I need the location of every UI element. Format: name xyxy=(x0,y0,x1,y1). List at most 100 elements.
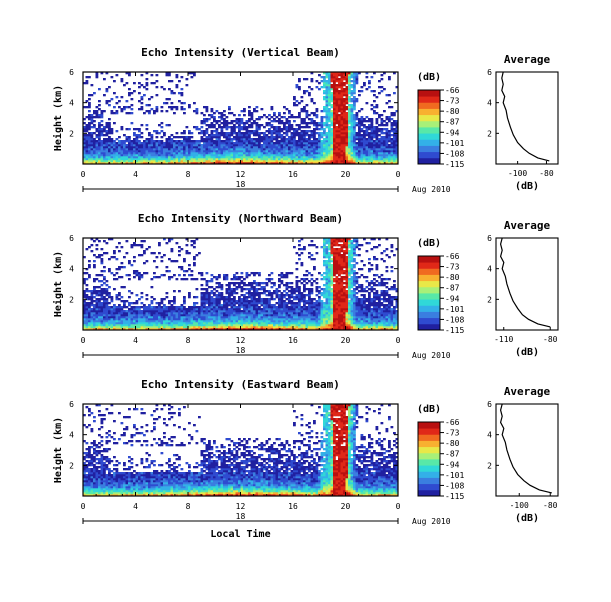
heatmap-cell xyxy=(211,142,214,144)
heatmap-cell xyxy=(196,318,199,320)
heatmap-cell xyxy=(186,84,189,86)
heatmap-cell xyxy=(316,144,319,146)
heatmap-cell xyxy=(251,118,254,120)
heatmap-cell xyxy=(258,326,261,328)
heatmap-cell xyxy=(218,318,221,320)
heatmap-cell xyxy=(301,144,304,146)
heatmap-cell xyxy=(273,312,276,314)
heatmap-cell xyxy=(208,320,211,322)
heatmap-cell xyxy=(106,326,109,328)
heatmap-cell xyxy=(298,324,301,326)
heatmap-cell xyxy=(238,302,241,304)
heatmap-cell xyxy=(291,128,294,130)
heatmap-cell xyxy=(326,126,329,128)
heatmap-cell xyxy=(193,152,196,154)
heatmap-cell xyxy=(168,80,171,82)
heatmap-cell xyxy=(296,290,299,292)
heatmap-cell xyxy=(256,130,259,132)
heatmap-cell xyxy=(96,320,99,322)
heatmap-cell xyxy=(183,300,186,302)
heatmap-cell xyxy=(298,136,301,138)
heatmap-cell xyxy=(211,134,214,136)
heatmap-cell xyxy=(291,116,294,118)
heatmap-cell xyxy=(108,158,111,160)
heatmap-cell xyxy=(128,326,131,328)
heatmap-cell xyxy=(263,288,266,290)
heatmap-cell xyxy=(133,306,136,308)
heatmap-cell xyxy=(263,144,266,146)
heatmap-cell xyxy=(188,152,191,154)
heatmap-cell xyxy=(358,158,361,160)
heatmap-cell xyxy=(193,74,196,76)
heatmap-cell xyxy=(303,310,306,312)
heatmap-cell xyxy=(181,132,184,134)
heatmap-cell xyxy=(283,304,286,306)
heatmap-cell xyxy=(298,142,301,144)
heatmap-cell xyxy=(221,312,224,314)
heatmap-cell xyxy=(358,152,361,154)
heatmap-cell xyxy=(228,156,231,158)
heatmap-cell xyxy=(91,160,94,162)
heatmap-cell xyxy=(383,120,386,122)
heatmap-cell xyxy=(213,118,216,120)
heatmap-cell xyxy=(141,132,144,134)
heatmap-cell xyxy=(328,114,331,116)
heatmap-cell xyxy=(186,152,189,154)
heatmap-cell xyxy=(303,134,306,136)
heatmap-cell xyxy=(361,122,364,124)
heatmap-cell xyxy=(88,142,91,144)
heatmap-cell xyxy=(193,312,196,314)
heatmap-cell xyxy=(286,302,289,304)
heatmap-cell xyxy=(98,320,101,322)
heatmap-cell xyxy=(336,128,339,130)
heatmap-cell xyxy=(88,290,91,292)
heatmap-cell xyxy=(293,312,296,314)
heatmap-cell xyxy=(366,142,369,144)
heatmap-cell xyxy=(326,156,329,158)
heatmap-cell xyxy=(248,114,251,116)
heatmap-cell xyxy=(156,314,159,316)
heatmap-cell xyxy=(256,308,259,310)
heatmap-cell xyxy=(103,300,106,302)
heatmap-cell xyxy=(391,148,394,150)
heatmap-cell xyxy=(108,132,111,134)
heatmap-cell xyxy=(391,152,394,154)
heatmap-cell xyxy=(101,112,104,114)
heatmap-cell xyxy=(308,302,311,304)
heatmap-cell xyxy=(118,156,121,158)
heatmap-cell xyxy=(246,122,249,124)
heatmap-cell xyxy=(378,154,381,156)
heatmap-cell xyxy=(271,152,274,154)
heatmap-cell xyxy=(213,318,216,320)
heatmap-cell xyxy=(153,252,156,254)
heatmap-cell xyxy=(273,142,276,144)
x-tick-label: 12 xyxy=(236,170,246,179)
heatmap-cell xyxy=(111,112,114,114)
heatmap-cell xyxy=(278,126,281,128)
heatmap-cell xyxy=(113,316,116,318)
heatmap-cell xyxy=(191,308,194,310)
heatmap-cell xyxy=(101,132,104,134)
heatmap-cell xyxy=(341,90,344,92)
heatmap-cell xyxy=(146,306,149,308)
heatmap-cell xyxy=(306,124,309,126)
heatmap-cell xyxy=(176,156,179,158)
heatmap-cell xyxy=(193,102,196,104)
heatmap-cell xyxy=(273,292,276,294)
heatmap-cell xyxy=(191,158,194,160)
heatmap-cell xyxy=(366,102,369,104)
heatmap-cell xyxy=(196,112,199,114)
heatmap-cell xyxy=(181,152,184,154)
heatmap-cell xyxy=(176,76,179,78)
heatmap-cell xyxy=(163,158,166,160)
heatmap-cell xyxy=(86,312,89,314)
heatmap-cell xyxy=(331,112,334,114)
heatmap-cell xyxy=(221,152,224,154)
heatmap-cell xyxy=(196,148,199,150)
heatmap-cell xyxy=(378,130,381,132)
heatmap-cell xyxy=(88,106,91,108)
heatmap-cell xyxy=(271,148,274,150)
heatmap-cell xyxy=(356,134,359,136)
heatmap-cell xyxy=(351,142,354,144)
heatmap-cell xyxy=(216,302,219,304)
